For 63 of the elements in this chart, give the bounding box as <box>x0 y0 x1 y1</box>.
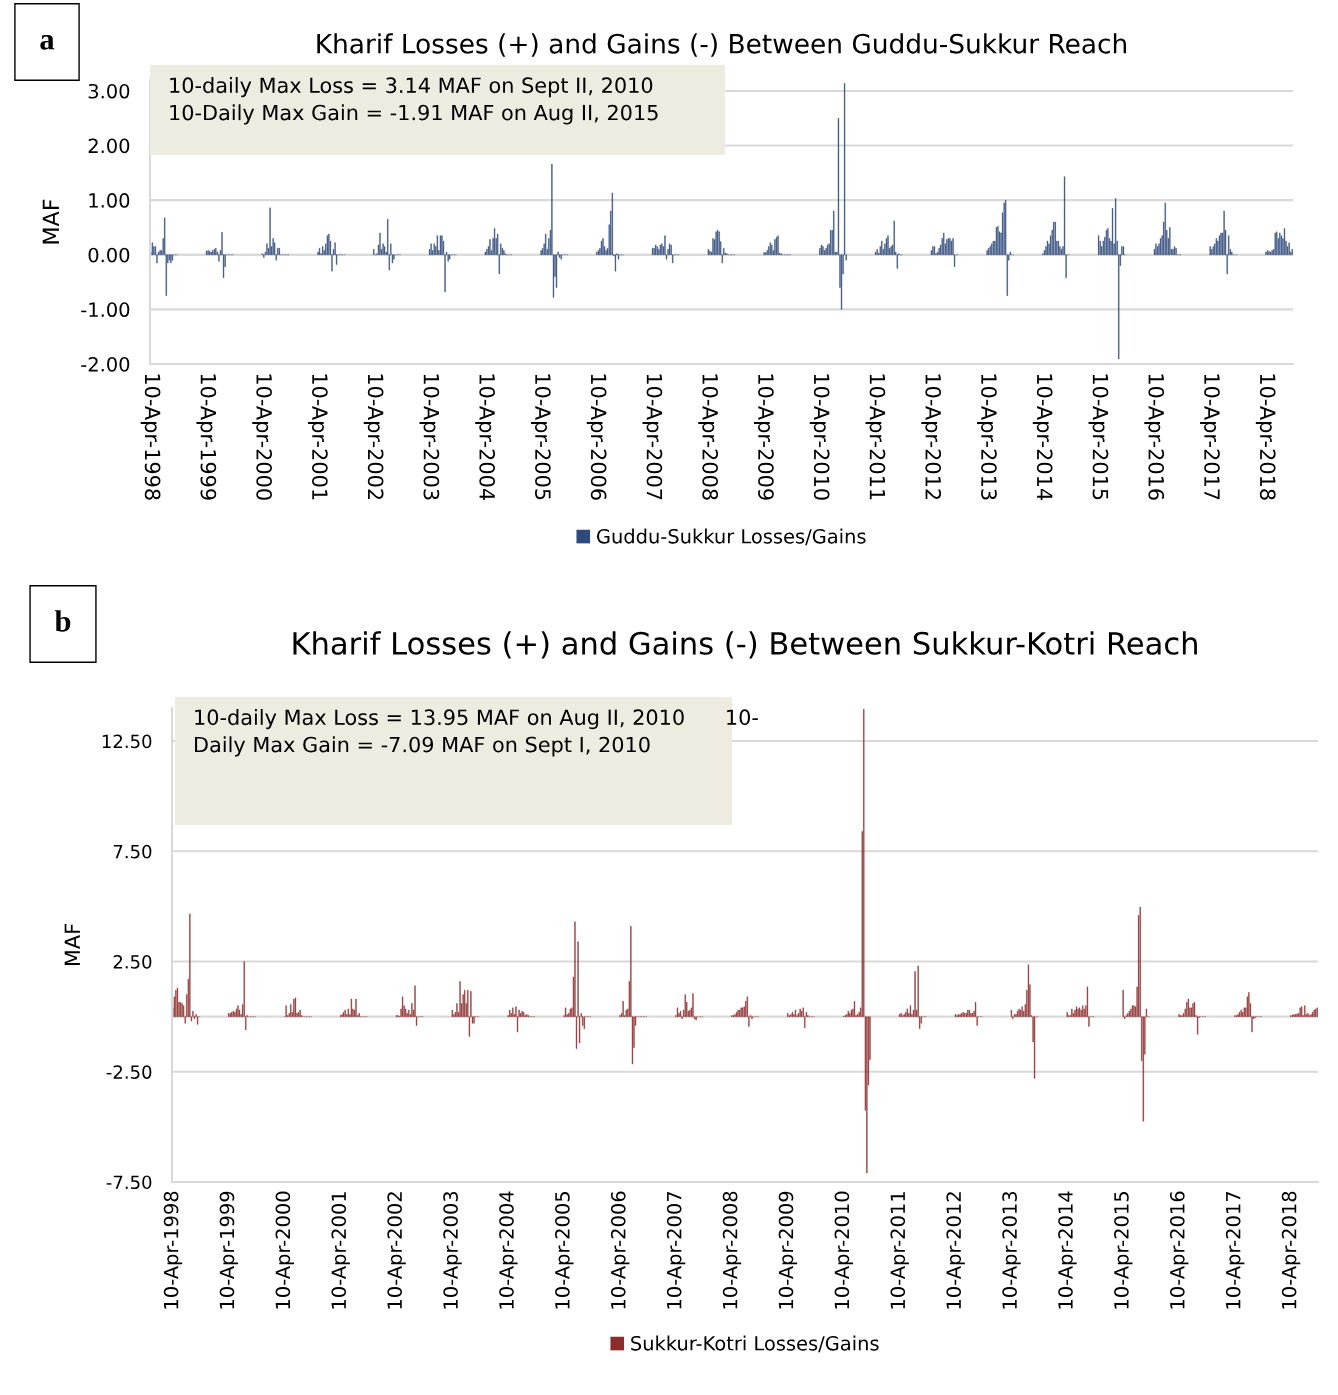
x-tick-label: 10-Apr-2011 <box>865 374 886 500</box>
x-tick-label: 10-Apr-2010 <box>809 374 830 500</box>
text: a <box>40 35 55 50</box>
x-tick-label: 10-Apr-1998 <box>140 374 161 500</box>
x-tick-label: 10-Apr-2012 <box>921 374 942 500</box>
y-tick-label: -2.50 <box>106 1065 152 1079</box>
x-tick-label: 10-Apr-2001 <box>331 1192 350 1309</box>
annotation: 10-daily Max Loss = 13.95 MAF on Aug II, 2010 10- Daily Max Gain = -7.09 MAF on Sept I, 2010 <box>195 709 758 757</box>
x-tick-label: 10-Apr-2015 <box>1088 374 1109 500</box>
x-tick-label: 10-Apr-2003 <box>443 1191 462 1309</box>
x-tick-label: 10-Apr-2009 <box>778 1191 798 1309</box>
chart-title: Kharif Losses (+) and Gains (-) Between Sukkur-Kotri Reach <box>293 631 1197 659</box>
x-tick-label: 10-Apr-2000 <box>252 374 272 500</box>
x-tick-label: 10-Apr-2004 <box>475 374 496 500</box>
x-tick-label: 10-Apr-2013 <box>977 374 997 500</box>
y-tick-label: 2.00 <box>88 138 130 154</box>
y-tick-label: -1.00 <box>81 302 130 318</box>
x-tick-label: 10-Apr-2007 <box>666 1192 686 1309</box>
x-tick-label: 10-Apr-2001 <box>307 374 328 500</box>
x-tick-label: 10-Apr-2005 <box>555 1192 574 1309</box>
chart-title: Kharif Losses (+) and Gains (-) Between Guddu-Sukkur Reach <box>317 33 1127 57</box>
x-tick-label: 10-Apr-2002 <box>363 374 384 500</box>
x-tick-label: 10-Apr-2006 <box>610 1191 630 1309</box>
x-tick-label: 10-Apr-2002 <box>387 1192 406 1309</box>
y-tick-label: 3.00 <box>88 83 130 99</box>
x-tick-label: 10-Apr-2014 <box>1058 1191 1077 1309</box>
legend-label: Guddu-Sukkur Losses/Gains <box>597 528 866 546</box>
x-tick-label: 10-Apr-2008 <box>698 374 719 500</box>
annotation: 10-daily Max Loss = 3.14 MAF on Sept II, 2010 10-Daily Max Gain = -1.91 MAF on Aug II, 2015 <box>170 77 658 125</box>
x-tick-label: 10-Apr-2017 <box>1200 374 1220 500</box>
y-tick-label: 12.50 <box>102 734 152 749</box>
x-tick-label: 10-Apr-1999 <box>196 374 217 500</box>
x-tick-label: 10-Apr-1999 <box>219 1191 239 1309</box>
y-tick-label: -7.50 <box>106 1175 152 1190</box>
y-tick-label: 7.50 <box>113 844 152 859</box>
x-tick-label: 10-Apr-1998 <box>163 1191 183 1309</box>
x-tick-label: 10-Apr-2015 <box>1114 1192 1133 1309</box>
x-tick-label: 10-Apr-2003 <box>419 374 440 500</box>
x-tick-label: 10-Apr-2004 <box>499 1191 518 1309</box>
y-tick-label: 2.50 <box>113 954 152 969</box>
x-tick-label: 10-Apr-2011 <box>890 1192 909 1309</box>
y-axis-title: MAF <box>42 199 59 244</box>
y-axis-title: MAF <box>64 924 80 966</box>
x-tick-label: 10-Apr-2014 <box>1032 374 1053 500</box>
x-tick-label: 10-Apr-2016 <box>1144 374 1165 500</box>
x-tick-label: 10-Apr-2008 <box>722 1191 742 1309</box>
x-tick-label: 10-Apr-2010 <box>834 1191 854 1309</box>
x-tick-label: 10-Apr-2006 <box>586 374 607 500</box>
y-tick-label: 0.00 <box>88 247 130 263</box>
x-tick-label: 10-Apr-2016 <box>1169 1191 1189 1309</box>
x-tick-label: 10-Apr-2012 <box>946 1192 965 1309</box>
x-tick-label: 10-Apr-2005 <box>530 374 551 500</box>
x-tick-label: 10-Apr-2007 <box>642 374 663 500</box>
x-tick-label: 10-Apr-2013 <box>1002 1191 1021 1309</box>
y-tick-label: 1.00 <box>89 193 130 208</box>
x-tick-label: 10-Apr-2018 <box>1255 374 1276 500</box>
text: b <box>54 610 71 632</box>
x-tick-label: 10-Apr-2018 <box>1281 1191 1301 1309</box>
x-tick-label: 10-Apr-2009 <box>754 374 774 500</box>
x-tick-label: 10-Apr-2000 <box>275 1191 294 1309</box>
legend-label: Sukkur-Kotri Losses/Gains <box>631 1335 879 1353</box>
y-tick-label: -2.00 <box>81 356 130 372</box>
x-tick-label: 10-Apr-2017 <box>1225 1192 1245 1309</box>
